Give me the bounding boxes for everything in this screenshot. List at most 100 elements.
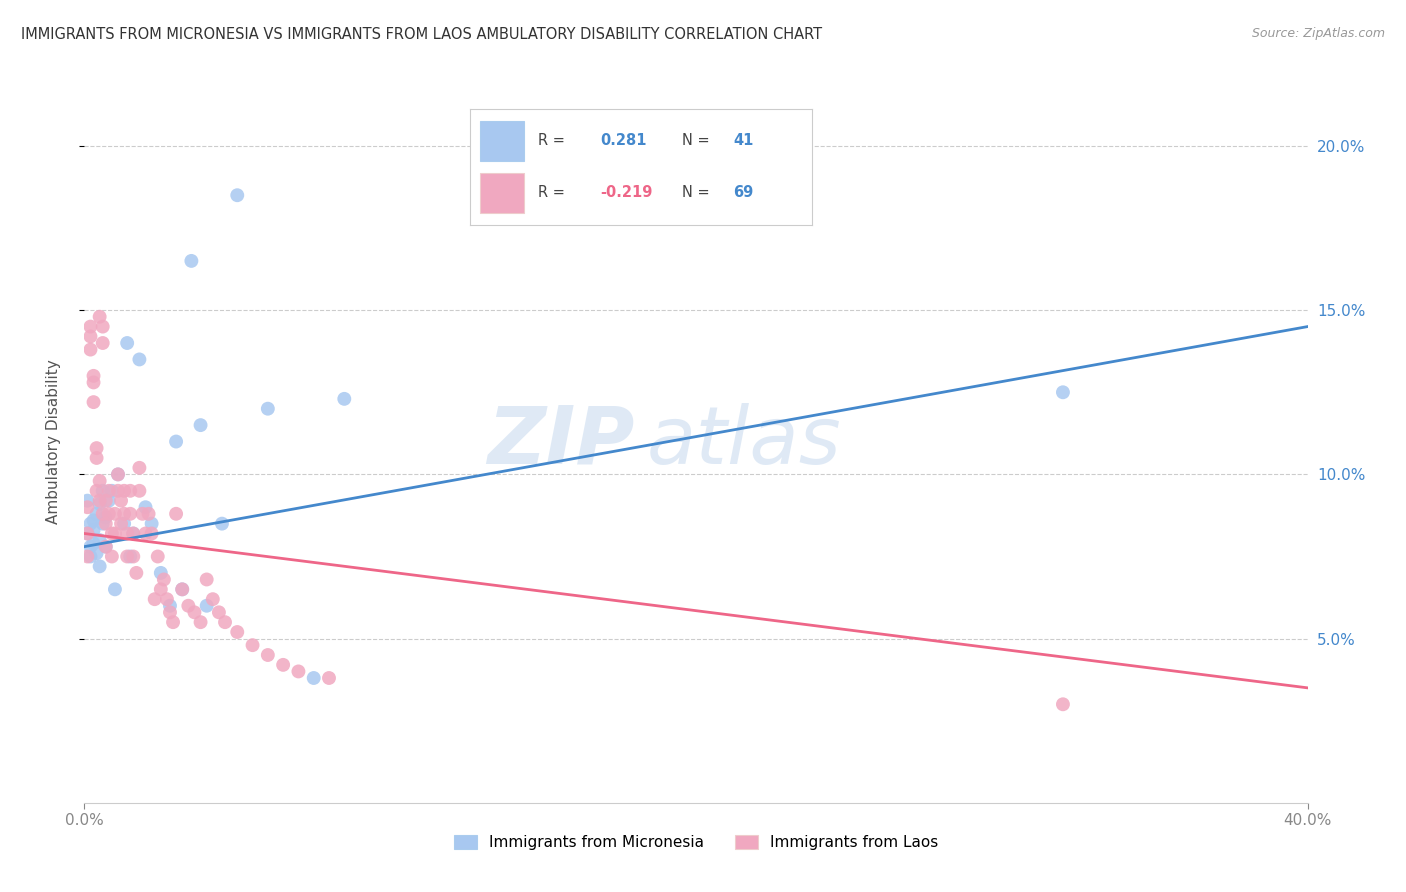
Point [83,536,105,550]
Point [83,395,105,409]
Point [131,507,153,521]
Point [115,336,138,351]
Point [101,483,124,498]
Point [79,329,101,343]
Point [83,523,105,537]
Text: Source: ZipAtlas.com: Source: ZipAtlas.com [1251,27,1385,40]
Point [89,497,111,511]
Point [104,582,127,597]
Point [91,516,114,531]
Point [86,483,108,498]
Point [107,467,129,482]
Point [141,516,163,531]
Point [83,376,105,390]
Point [172,582,194,597]
Point [302,671,325,685]
Point [97,483,120,498]
Point [91,336,114,351]
Point [190,418,212,433]
Point [195,573,218,587]
Point [76,500,98,515]
Point [135,500,157,515]
Point [101,526,124,541]
Point [201,592,224,607]
Point [76,526,98,541]
Point [138,507,160,521]
Point [211,516,233,531]
Point [333,392,356,406]
Point [153,573,176,587]
Point [112,507,135,521]
Point [318,671,340,685]
Point [172,582,194,597]
Point [149,582,172,597]
Point [141,526,163,541]
Point [287,665,309,679]
Point [162,615,184,630]
Point [94,516,117,531]
Point [122,526,145,541]
Point [79,540,101,554]
Point [159,605,181,619]
Point [122,549,145,564]
Text: IMMIGRANTS FROM MICRONESIA VS IMMIGRANTS FROM LAOS AMBULATORY DISABILITY CORRELA: IMMIGRANTS FROM MICRONESIA VS IMMIGRANTS… [21,27,823,42]
Point [159,599,181,613]
Point [83,368,105,383]
Point [122,526,145,541]
Point [242,638,264,652]
Point [195,599,218,613]
Point [101,549,124,564]
Point [94,540,117,554]
Point [79,319,101,334]
Point [89,310,111,324]
Point [86,546,108,560]
Point [112,483,135,498]
Point [135,526,157,541]
Point [79,549,101,564]
Point [120,507,142,521]
Point [89,493,111,508]
Point [183,605,205,619]
Point [271,657,294,672]
Point [177,599,200,613]
Point [107,467,129,482]
Point [94,510,117,524]
Point [76,526,98,541]
Point [91,483,114,498]
Point [79,516,101,531]
Point [180,253,202,268]
Point [226,188,249,202]
Point [97,493,120,508]
Point [91,507,114,521]
Point [94,493,117,508]
Point [110,493,132,508]
Point [190,615,212,630]
Y-axis label: Ambulatory Disability: Ambulatory Disability [46,359,60,524]
Point [104,507,127,521]
Point [115,549,138,564]
Point [89,533,111,547]
Point [94,540,117,554]
Text: ZIP: ZIP [488,402,636,481]
Point [86,441,108,455]
Point [226,625,249,640]
Point [165,434,187,449]
Point [97,507,120,521]
Point [115,526,138,541]
Point [257,648,280,662]
Point [89,559,111,574]
Point [156,592,179,607]
Legend: Immigrants from Micronesia, Immigrants from Laos: Immigrants from Micronesia, Immigrants f… [449,830,943,856]
Point [146,549,169,564]
Point [104,526,127,541]
Point [79,343,101,357]
Point [86,507,108,521]
Point [107,483,129,498]
Point [128,460,150,475]
Point [120,483,142,498]
Point [149,566,172,580]
Point [120,549,142,564]
Point [1052,698,1074,712]
Point [214,615,236,630]
Point [76,493,98,508]
